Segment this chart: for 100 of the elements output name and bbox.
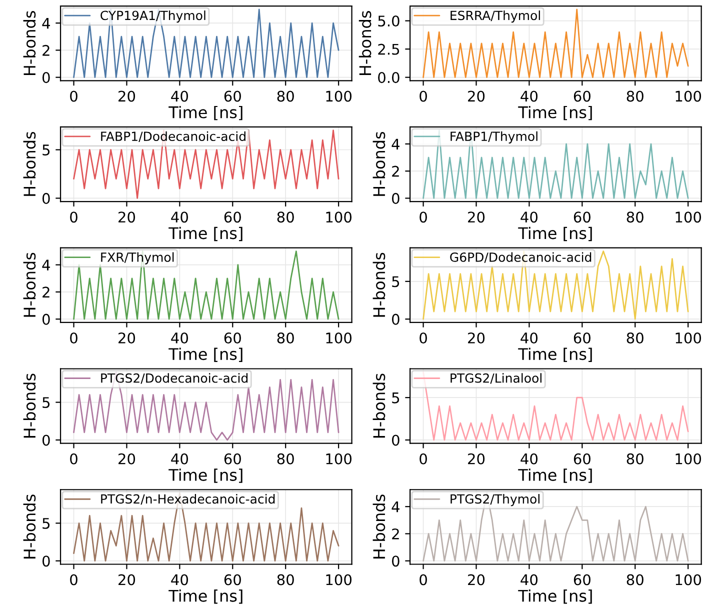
y-tick-label: 0 xyxy=(392,192,400,204)
x-tick-label: 40 xyxy=(171,90,188,102)
x-tick-label: 20 xyxy=(118,574,136,586)
x-tick-label: 40 xyxy=(520,90,538,102)
y-tick-label: 4 xyxy=(392,138,400,150)
x-tick-label: 100 xyxy=(676,453,702,464)
line-series xyxy=(422,8,689,78)
y-tick-label: 2 xyxy=(42,286,50,298)
x-tick-label: 0 xyxy=(70,574,78,586)
x-tick-label: 0 xyxy=(420,453,427,464)
y-axis-title: H-bonds xyxy=(23,252,36,317)
y-axis-title: H-bonds xyxy=(372,252,386,317)
x-tick-label: 60 xyxy=(574,212,590,223)
y-tick-label: 4 xyxy=(42,260,50,270)
y-tick-label: 0 xyxy=(392,556,400,567)
x-tick-label: 40 xyxy=(171,212,188,223)
x-axis-title: Time [ns] xyxy=(168,348,242,362)
y-axis-title: H-bonds xyxy=(23,11,36,75)
x-tick-label: 80 xyxy=(626,212,644,223)
x-tick-label: 100 xyxy=(326,453,352,464)
y-tick-label: 0 xyxy=(42,434,50,446)
x-tick-label: 0 xyxy=(420,574,427,586)
x-tick-label: 80 xyxy=(626,574,644,586)
x-tick-label: 20 xyxy=(118,212,136,223)
y-tick-label: 5.0 xyxy=(378,16,400,27)
y-axis-title: H-bonds xyxy=(372,494,386,559)
y-tick-label: 0 xyxy=(42,192,50,204)
x-tick-label: 60 xyxy=(224,212,241,223)
legend-label: ESRRA/Thymol xyxy=(450,10,540,23)
x-tick-label: 20 xyxy=(118,453,136,464)
x-axis-title: Time [ns] xyxy=(518,468,592,483)
x-tick-label: 20 xyxy=(468,90,485,102)
x-tick-label: 60 xyxy=(574,332,590,344)
line-series xyxy=(73,130,340,199)
x-tick-label: 80 xyxy=(626,453,644,464)
y-tick-label: 4 xyxy=(42,18,50,29)
legend-label: PTGS2/Linalool xyxy=(450,373,542,384)
y-tick-label: 0 xyxy=(42,556,50,567)
x-tick-label: 40 xyxy=(171,332,188,344)
x-tick-label: 100 xyxy=(326,332,352,344)
y-axis-title: H-bonds xyxy=(372,132,386,196)
x-axis-title: Time [ns] xyxy=(168,106,242,120)
x-tick-label: 80 xyxy=(277,574,294,586)
x-tick-label: 40 xyxy=(520,453,538,464)
y-tick-label: 0 xyxy=(42,72,50,84)
x-tick-label: 0 xyxy=(70,212,78,223)
x-tick-label: 0 xyxy=(70,90,78,102)
line-series xyxy=(422,250,689,320)
y-tick-label: 0 xyxy=(42,314,50,325)
x-tick-label: 20 xyxy=(118,332,136,344)
x-tick-label: 20 xyxy=(468,332,485,344)
legend-label: CYP19A1/Thymol xyxy=(100,10,206,23)
y-tick-label: 2 xyxy=(392,528,399,540)
y-tick-label: 5 xyxy=(392,276,400,288)
x-tick-label: 20 xyxy=(468,574,485,586)
x-tick-label: 80 xyxy=(277,453,294,464)
x-tick-label: 100 xyxy=(676,332,702,344)
x-tick-label: 60 xyxy=(224,574,241,586)
x-tick-label: 60 xyxy=(224,90,241,102)
y-axis-title: H-bonds xyxy=(23,132,36,196)
x-tick-label: 100 xyxy=(676,574,702,586)
line-series xyxy=(73,8,340,78)
legend-label: PTGS2/n-Hexadecanoic-acid xyxy=(101,494,275,505)
y-tick-label: 2 xyxy=(392,166,399,177)
x-axis-title: Time [ns] xyxy=(168,589,242,604)
y-axis-title: H-bonds xyxy=(23,374,36,438)
x-tick-label: 80 xyxy=(277,212,294,223)
x-tick-label: 100 xyxy=(676,212,702,223)
x-tick-label: 20 xyxy=(468,453,485,464)
x-tick-label: 0 xyxy=(70,332,78,344)
x-axis-title: Time [ns] xyxy=(168,468,242,483)
y-axis-title: H-bonds xyxy=(23,494,36,559)
y-tick-label: 0 xyxy=(392,314,400,325)
x-tick-label: 100 xyxy=(326,212,352,223)
x-tick-label: 80 xyxy=(277,90,294,102)
x-tick-label: 40 xyxy=(171,574,188,586)
x-axis-title: Time [ns] xyxy=(168,226,242,242)
x-tick-label: 20 xyxy=(468,212,485,223)
y-tick-label: 0 xyxy=(392,434,400,446)
line-series xyxy=(73,250,340,320)
y-tick-label: 5 xyxy=(42,144,50,156)
legend-label: PTGS2/Thymol xyxy=(450,494,540,506)
y-tick-label: 2.5 xyxy=(378,44,400,55)
legend-label: FXR/Thymol xyxy=(101,252,174,264)
y-tick-label: 5 xyxy=(42,397,50,408)
y-tick-label: 5 xyxy=(392,392,400,404)
legend-label: PTGS2/Dodecanoic-acid xyxy=(101,373,248,384)
x-tick-label: 80 xyxy=(277,332,294,344)
legend-label: FABP1/Dodecanoic-acid xyxy=(101,131,246,142)
x-tick-label: 60 xyxy=(224,332,241,344)
x-tick-label: 0 xyxy=(420,90,427,102)
y-tick-label: 5 xyxy=(42,518,50,529)
y-tick-label: 4 xyxy=(392,502,400,512)
x-axis-title: Time [ns] xyxy=(518,348,592,362)
x-axis-title: Time [ns] xyxy=(518,589,592,604)
x-tick-label: 100 xyxy=(326,574,352,586)
y-tick-label: 2 xyxy=(42,44,50,56)
y-axis-title: H-bonds xyxy=(358,11,372,75)
x-tick-label: 20 xyxy=(118,90,136,102)
x-tick-label: 0 xyxy=(420,212,427,223)
